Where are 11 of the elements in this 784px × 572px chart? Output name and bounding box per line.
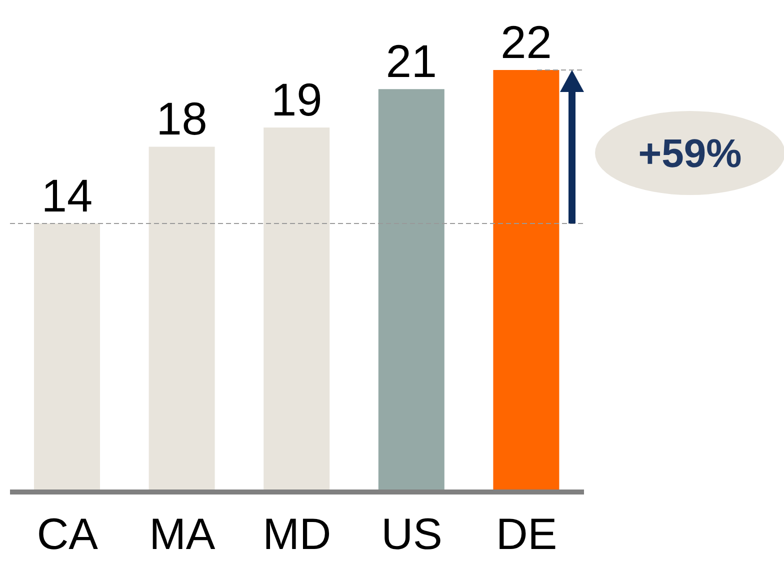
- x-tick-label: US: [381, 510, 442, 560]
- text: +59%: [638, 132, 742, 176]
- data-label: 19: [271, 74, 322, 126]
- data-label: 21: [386, 35, 437, 88]
- x-tick-label: DE: [496, 510, 558, 560]
- data-label: 18: [156, 92, 208, 145]
- x-tick-label: MA: [149, 510, 216, 560]
- data-label: 14: [41, 169, 93, 222]
- x-tick-label: MD: [262, 510, 332, 560]
- data-label: 22: [500, 16, 552, 68]
- x-tick-label: CA: [36, 510, 99, 560]
